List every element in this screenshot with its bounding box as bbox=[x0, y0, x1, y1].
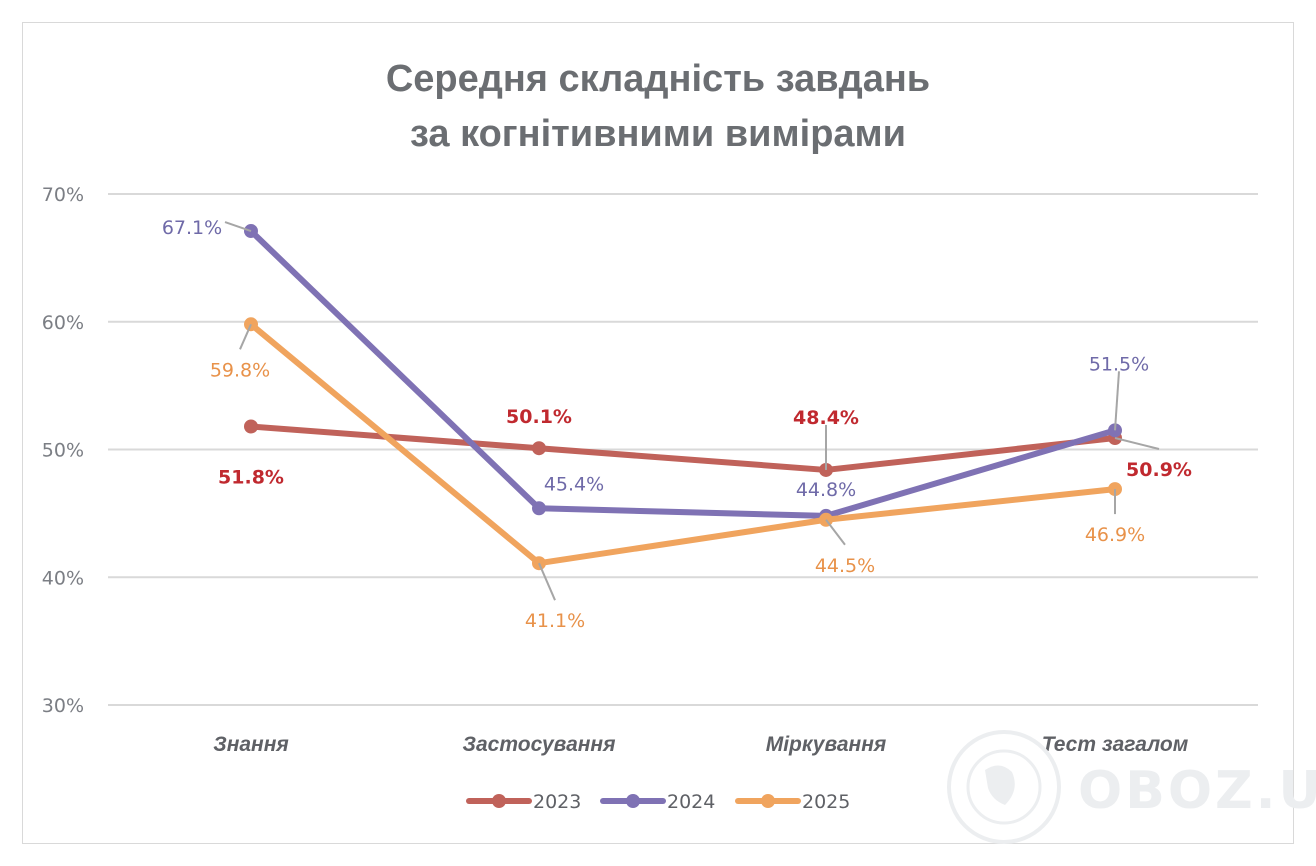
series-line bbox=[248, 321, 1118, 567]
data-label: 50.9% bbox=[1126, 459, 1192, 481]
chart-title: Середня складність завдань за когнітивни… bbox=[386, 58, 930, 155]
label-leader-line bbox=[1114, 371, 1120, 431]
grid-lines bbox=[108, 193, 1258, 706]
data-label: 48.4% bbox=[793, 407, 859, 429]
y-tick-label: 40% bbox=[42, 567, 84, 589]
data-point bbox=[244, 419, 258, 434]
legend-marker bbox=[492, 794, 506, 808]
legend-marker bbox=[626, 794, 640, 808]
legend-label: 2025 bbox=[802, 791, 850, 813]
watermark: OBOZ.UA bbox=[947, 730, 1316, 844]
globe-icon bbox=[947, 730, 1061, 844]
y-axis: 30% 40% 50% 60% 70% bbox=[42, 184, 84, 717]
legend-label: 2023 bbox=[533, 791, 581, 813]
legend-marker bbox=[761, 794, 775, 808]
legend-item-2023: 2023 bbox=[466, 791, 581, 813]
legend-item-2024: 2024 bbox=[600, 791, 715, 813]
legend: 2023 2024 2025 bbox=[466, 791, 850, 813]
legend-item-2025: 2025 bbox=[735, 791, 850, 813]
series-line bbox=[248, 228, 1118, 519]
data-label: 44.8% bbox=[796, 479, 856, 501]
data-labels: 51.8% 50.1% 48.4% 50.9% 67.1% 45.4% 44.8% 51.5%… bbox=[162, 217, 1192, 632]
label-leader-line bbox=[538, 562, 556, 601]
chart-title-line-2: за когнітивними вимірами bbox=[410, 113, 906, 155]
label-leader-line bbox=[825, 519, 846, 546]
legend-label: 2024 bbox=[667, 791, 715, 813]
x-category-label: Знання bbox=[213, 733, 289, 756]
data-point bbox=[532, 501, 546, 516]
data-label: 59.8% bbox=[210, 359, 270, 381]
x-axis: Знання Застосування Міркування Тест загалом bbox=[213, 733, 1189, 756]
label-leader-line bbox=[239, 323, 252, 350]
data-label: 51.5% bbox=[1089, 353, 1149, 375]
series-2024 bbox=[244, 224, 1122, 523]
y-tick-label: 50% bbox=[42, 440, 84, 462]
y-tick-label: 70% bbox=[42, 184, 84, 206]
y-tick-label: 60% bbox=[42, 312, 84, 334]
series-line bbox=[248, 423, 1118, 473]
chart-frame bbox=[22, 22, 1294, 844]
data-label: 50.1% bbox=[506, 406, 572, 428]
label-leader-line bbox=[224, 221, 252, 232]
series-layer bbox=[244, 224, 1122, 571]
y-tick-label: 30% bbox=[42, 695, 84, 717]
data-label: 45.4% bbox=[544, 473, 604, 495]
data-label: 46.9% bbox=[1085, 524, 1145, 546]
x-category-label: Тест загалом bbox=[1042, 733, 1189, 756]
chart-title-line-1: Середня складність завдань bbox=[386, 58, 930, 100]
data-label: 44.5% bbox=[815, 555, 875, 577]
data-point bbox=[532, 441, 546, 456]
data-label: 67.1% bbox=[162, 217, 222, 239]
x-category-label: Застосування bbox=[463, 733, 616, 756]
x-category-label: Міркування bbox=[766, 733, 887, 756]
data-label: 41.1% bbox=[525, 610, 585, 632]
data-label: 51.8% bbox=[218, 467, 284, 489]
watermark-text: OBOZ.UA bbox=[1078, 761, 1316, 821]
label-leader-line bbox=[1114, 437, 1160, 450]
